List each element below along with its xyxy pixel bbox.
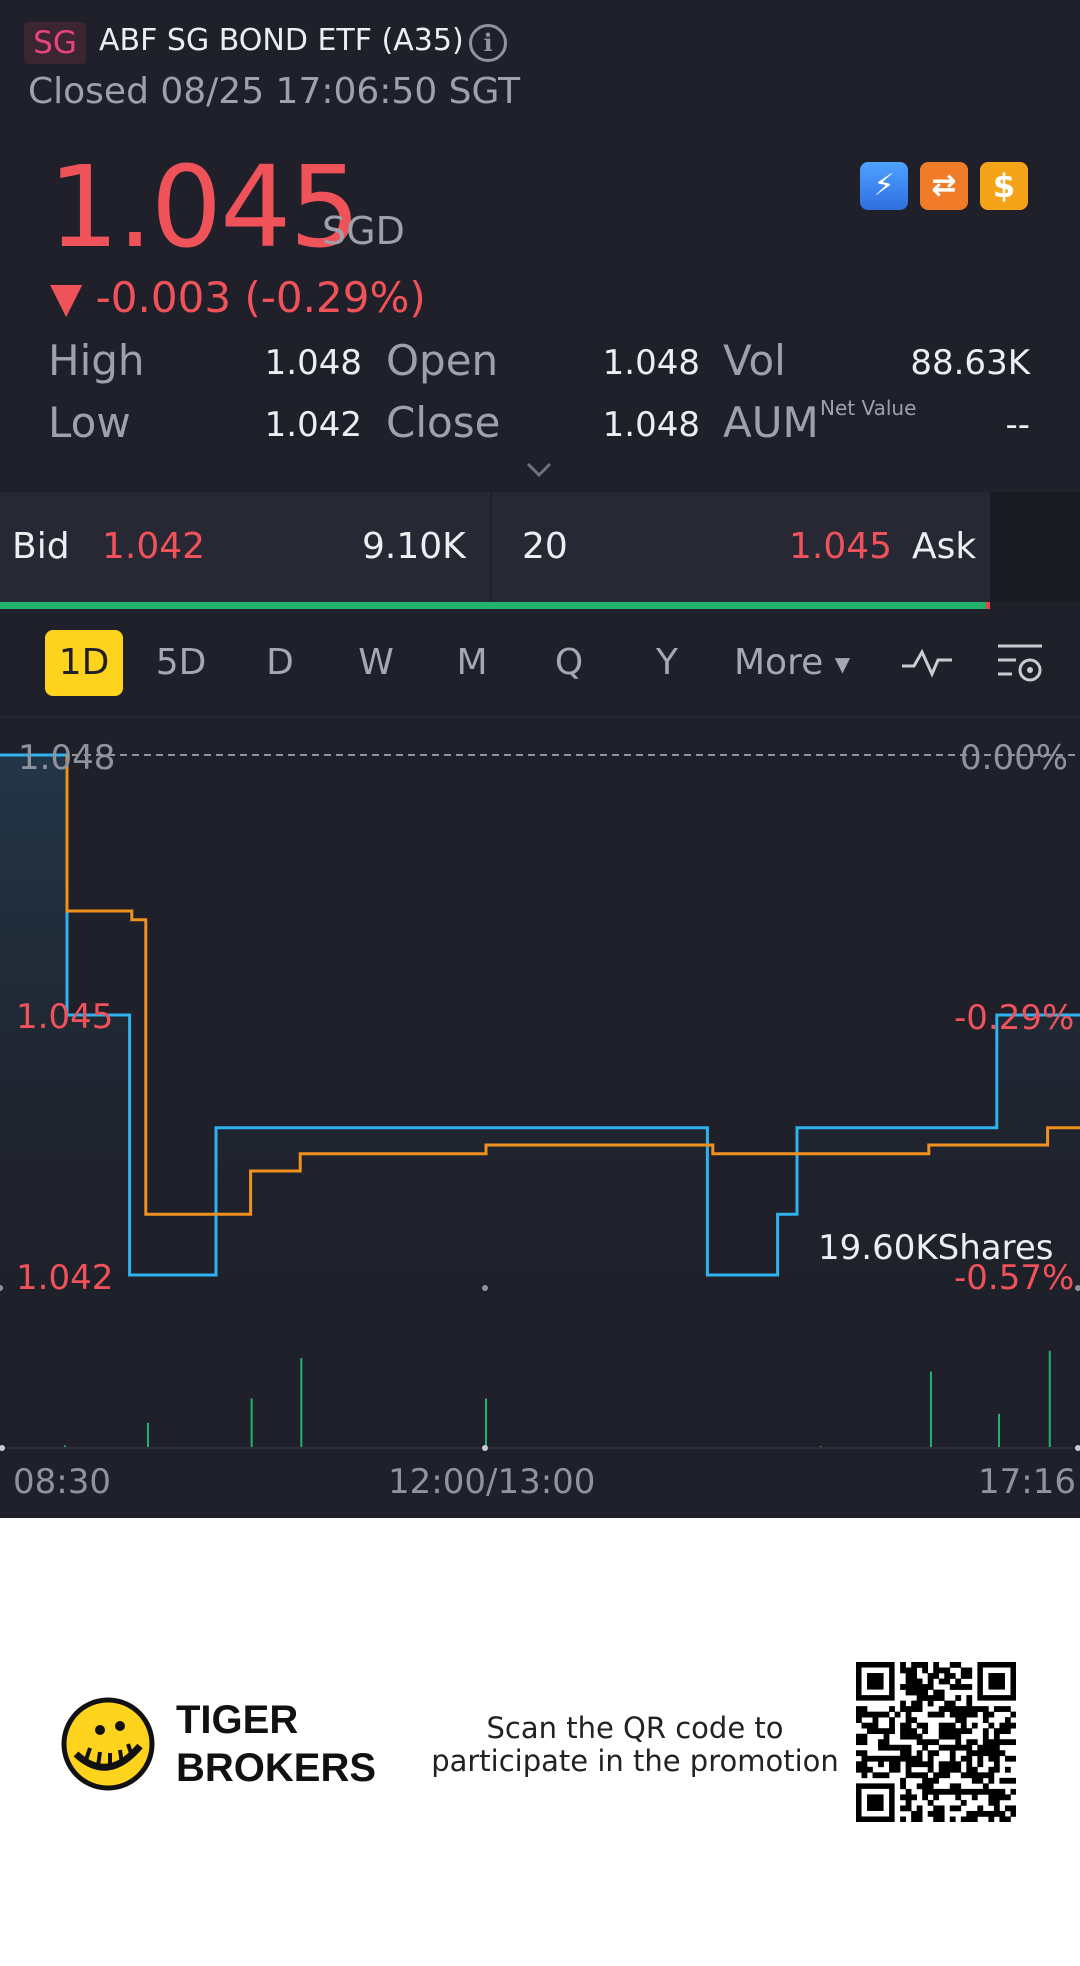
tab-q[interactable]: Q xyxy=(554,642,584,683)
price-area xyxy=(0,755,1080,1418)
high-label: High xyxy=(48,336,145,385)
y-axis-label-top: 1.048 xyxy=(18,738,116,778)
qr-code[interactable] xyxy=(856,1662,1016,1822)
pct-axis-label-bottom: -0.57% xyxy=(954,1258,1075,1298)
tab-more-label: More xyxy=(734,642,824,683)
tab-more[interactable]: More ▼ xyxy=(734,638,850,689)
currency: SGD xyxy=(322,209,405,253)
x-axis-label-end: 17:16 xyxy=(978,1462,1076,1502)
pct-axis-label-top: 0.00% xyxy=(960,738,1069,778)
y-axis-label-bottom: 1.042 xyxy=(16,1258,114,1298)
ask-label: Ask xyxy=(912,526,977,567)
chevron-down-icon[interactable] xyxy=(524,455,554,485)
vol-value: 88.63K xyxy=(910,343,1030,383)
tiger-logo xyxy=(61,1697,155,1791)
bid-price: 1.042 xyxy=(102,526,206,567)
chart-settings-icon[interactable] xyxy=(996,640,1046,686)
open-value: 1.048 xyxy=(602,343,700,383)
aum-value: -- xyxy=(1005,405,1030,445)
vol-label: Vol xyxy=(723,336,786,385)
average-price-line xyxy=(65,755,1080,1216)
price-line xyxy=(0,753,1080,1277)
close-value: 1.048 xyxy=(602,405,700,445)
open-label: Open xyxy=(386,336,499,385)
promo-text: Scan the QR code to participate in the p… xyxy=(431,1711,839,1778)
order-book-bar xyxy=(0,492,990,602)
market-badge: SG xyxy=(24,22,86,64)
exchange-icon[interactable]: ⇄ xyxy=(920,162,968,210)
tab-1d[interactable]: 1D xyxy=(45,630,123,696)
net-value-label: Net Value xyxy=(820,396,917,420)
brand-name: TIGER BROKERS xyxy=(176,1698,377,1790)
bid-ratio-bar xyxy=(0,602,987,609)
ask-price: 1.045 xyxy=(789,526,893,567)
tab-y[interactable]: Y xyxy=(656,642,678,683)
ask-size: 20 xyxy=(522,526,568,567)
x-axis-label-start: 08:30 xyxy=(13,1462,111,1502)
close-label: Close xyxy=(386,398,501,447)
tab-d[interactable]: D xyxy=(266,642,294,683)
security-name: ABF SG BOND ETF (A35) xyxy=(99,23,464,58)
low-label: Low xyxy=(48,398,131,447)
bid-size: 9.10K xyxy=(362,526,466,567)
indicator-icon[interactable] xyxy=(900,646,954,680)
lightning-icon[interactable]: ⚡ xyxy=(860,162,908,210)
x-axis-label-mid: 12:00/13:00 xyxy=(388,1462,596,1502)
low-value: 1.042 xyxy=(264,405,362,445)
dollar-icon[interactable]: $ xyxy=(980,162,1028,210)
market-status: Closed 08/25 17:06:50 SGT xyxy=(28,71,521,112)
tab-5d[interactable]: 5D xyxy=(155,642,207,683)
volume-label: 19.60KShares xyxy=(818,1228,1054,1268)
ask-ratio-bar xyxy=(986,602,990,609)
pct-axis-label-mid: -0.29% xyxy=(954,998,1075,1038)
tab-w[interactable]: W xyxy=(358,642,394,683)
last-price: 1.045 xyxy=(48,143,361,273)
bid-label: Bid xyxy=(12,526,70,567)
aum-label: AUM xyxy=(723,398,819,447)
high-value: 1.048 xyxy=(264,343,362,383)
y-axis-label-mid: 1.045 xyxy=(16,997,114,1037)
info-icon[interactable]: i xyxy=(469,24,507,62)
price-change: ▼ -0.003 (-0.29%) xyxy=(50,273,426,322)
intraday-chart[interactable] xyxy=(0,718,1080,1518)
tab-m[interactable]: M xyxy=(456,642,488,683)
caret-down-icon: ▼ xyxy=(834,652,851,676)
